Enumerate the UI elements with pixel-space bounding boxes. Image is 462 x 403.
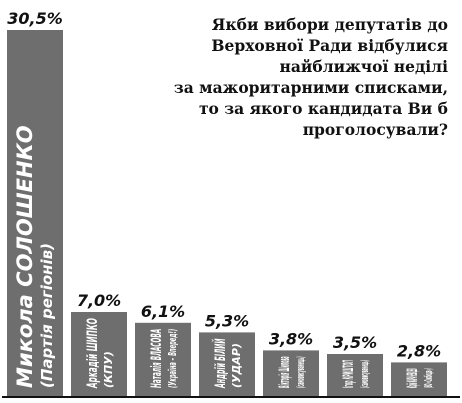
bar — [263, 350, 319, 396]
candidate-name: Аркадій ШИПКО — [85, 318, 101, 389]
bar-label-group: Вікторія Шилова (самовисуванець) — [277, 356, 307, 388]
bar-value-label: 2,8% — [397, 341, 441, 360]
question-line: за мажоритарними списками, — [173, 78, 448, 97]
candidate-party: (КПУ) — [102, 351, 115, 388]
question-line: проголосували? — [302, 120, 448, 139]
bar — [327, 354, 383, 396]
bar-label-group: Андрій БІЛИЙ (УДАР) — [212, 338, 243, 388]
bar-value-label: 7,0% — [77, 291, 121, 310]
bar-value-label: 3,5% — [333, 333, 377, 352]
question-line: Якби вибори депутатів до — [211, 15, 448, 34]
bars-layer: 30,5% Микола СОЛОШЕНКО (Партія регіонів) 7,… — [7, 9, 447, 396]
bar — [135, 322, 191, 396]
bar — [391, 362, 447, 396]
candidate-party: (самовисуванець) — [294, 356, 307, 388]
candidate-party: (ВО «Свобода») — [422, 368, 435, 388]
bar-label-group: Микола СОЛОШЕНКО (Партія регіонів) — [13, 125, 56, 388]
candidate-name: Наталія ВЛАСОВА — [149, 329, 165, 388]
bar-value-label: 3,8% — [269, 329, 313, 348]
bar-value-label: 6,1% — [141, 302, 185, 321]
question-line: найближчої неділі — [279, 57, 448, 76]
bar-label-group: Аркадій ШИПКО (КПУ) — [85, 318, 115, 389]
bar-label-group: Наталія ВЛАСОВА(Україна – Вперед!) — [149, 329, 179, 388]
candidate-name: Вікторія Шилова — [277, 356, 293, 388]
candidate-name: Ігор КРИШТОП — [341, 360, 357, 388]
candidate-name: Андрій БІЛИЙ — [212, 338, 229, 388]
bar-label-group: Ігор КРИШТОП (самовисуванець) — [341, 360, 371, 388]
candidate-party: (Партія регіонів) — [38, 243, 56, 388]
candidate-party: (Україна – Вперед!) — [166, 329, 179, 388]
candidate-name: Юрій КАРАЧЕВЦЕВ — [405, 368, 421, 388]
candidate-name: Микола СОЛОШЕНКО — [13, 125, 37, 388]
question-line: Верховної Ради відбулися — [211, 36, 448, 55]
candidate-party: (самовисуванець) — [358, 360, 371, 388]
candidate-party: (УДАР) — [230, 343, 243, 388]
bar — [199, 332, 255, 396]
bar-label-group: Юрій КАРАЧЕВЦЕВ (ВО «Свобода») — [405, 368, 435, 388]
bar-value-label: 30,5% — [7, 9, 63, 28]
question-line: то за якого кандидата Ви б — [198, 99, 448, 118]
bar-value-label: 5,3% — [205, 311, 249, 330]
bar — [7, 30, 63, 396]
bar — [71, 312, 127, 396]
survey-question: Якби вибори депутатів до Верховної Ради … — [148, 14, 448, 140]
